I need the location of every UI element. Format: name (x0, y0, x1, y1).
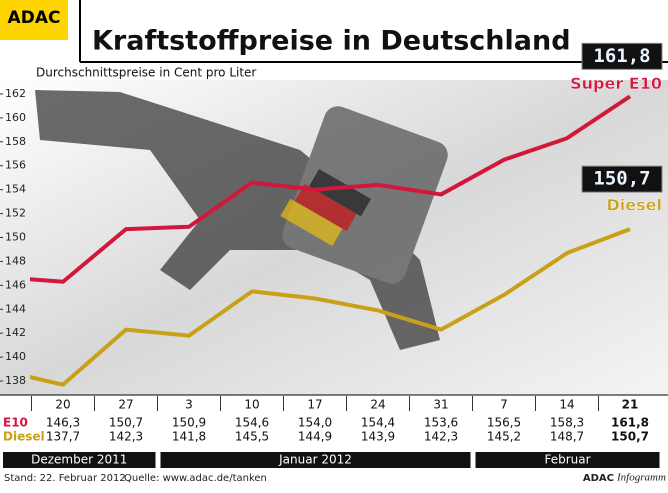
value-label: 142,3 (109, 430, 143, 444)
month-bar (160, 452, 471, 468)
y-tick-label: 154 (5, 183, 26, 196)
flag-stripes (280, 169, 371, 246)
footer-date: Stand: 22. Februar 2012 (4, 473, 126, 484)
series-line (30, 227, 631, 387)
legend-label: Diesel (607, 196, 662, 215)
value-label: 146,3 (46, 416, 80, 430)
value-label: 143,9 (361, 430, 395, 444)
value-label: 150,7 (611, 430, 649, 444)
chart-title: Kraftstoffpreise in Deutschland (92, 26, 571, 57)
value-label: 144,9 (298, 430, 332, 444)
plot-area (30, 94, 632, 387)
digital-display-value: 161,8 (593, 45, 650, 67)
logo-box (0, 0, 68, 40)
value-label: 145,5 (235, 430, 269, 444)
value-label: 161,8 (611, 416, 649, 430)
value-label: 142,3 (424, 430, 458, 444)
digital-display (581, 42, 663, 70)
chart-subtitle: Durchschnittspreise in Cent pro Liter (36, 66, 256, 80)
digital-display (581, 165, 663, 193)
value-label: 148,7 (550, 430, 584, 444)
x-tick-label: 3 (185, 398, 193, 412)
y-tick-label: 162 (5, 87, 26, 100)
x-tick-label: 27 (118, 398, 133, 412)
value-label: 158,3 (550, 416, 584, 430)
y-tick-label: 144 (5, 302, 26, 315)
y-tick-label: 142 (5, 326, 26, 339)
value-label: 145,2 (487, 430, 521, 444)
x-tick-label: 14 (559, 398, 574, 412)
value-label: 154,0 (298, 416, 332, 430)
x-tick-label: 21 (622, 398, 639, 412)
x-tick-label: 17 (307, 398, 322, 412)
y-tick-label: 152 (5, 207, 26, 220)
month-bar (475, 452, 660, 468)
y-tick-label: 138 (5, 374, 26, 387)
footer-brand: ADAC (583, 473, 614, 484)
value-label: 150,7 (109, 416, 143, 430)
value-label: 137,7 (46, 430, 80, 444)
table-background (0, 395, 668, 450)
x-tick-label: 20 (55, 398, 70, 412)
footer-source: Quelle: www.adac.de/tanken (124, 473, 267, 484)
x-tick-label: 31 (433, 398, 448, 412)
digital-display-value: 150,7 (593, 168, 650, 190)
y-tick-label: 158 (5, 135, 26, 148)
month-label: Februar (544, 453, 590, 467)
x-tick-label: 24 (370, 398, 385, 412)
month-bar (3, 452, 156, 468)
row-label: Diesel (3, 430, 45, 444)
month-label: Dezember 2011 (31, 453, 127, 467)
month-label: Januar 2012 (278, 453, 352, 467)
y-tick-label: 140 (5, 350, 26, 363)
value-label: 156,5 (487, 416, 521, 430)
legend-label: Super E10 (570, 74, 662, 93)
x-tick-label: 10 (244, 398, 259, 412)
logo: ADAC (8, 8, 61, 28)
y-tick-label: 148 (5, 254, 26, 267)
series-line (30, 94, 632, 284)
y-tick-label: 160 (5, 111, 26, 124)
value-label: 150,9 (172, 416, 206, 430)
value-label: 154,6 (235, 416, 269, 430)
y-tick-label: 150 (5, 231, 26, 244)
value-label: 154,4 (361, 416, 395, 430)
footer-product: Infogramm (616, 472, 666, 484)
value-label: 153,6 (424, 416, 458, 430)
row-label: E10 (3, 416, 28, 430)
x-tick-label: 7 (500, 398, 508, 412)
value-label: 141,8 (172, 430, 206, 444)
y-tick-label: 146 (5, 278, 26, 291)
y-tick-label: 156 (5, 159, 26, 172)
